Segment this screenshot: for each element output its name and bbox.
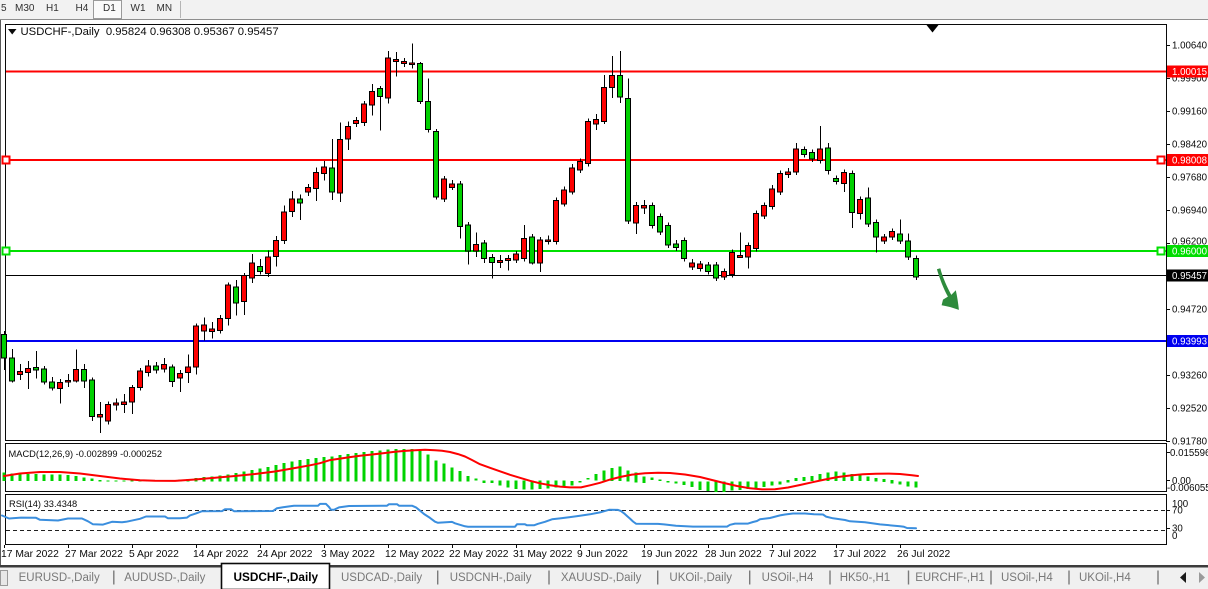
svg-text:12 May 2022: 12 May 2022: [385, 549, 445, 560]
svg-text:3 May 2022: 3 May 2022: [321, 549, 375, 560]
svg-text:UKOil-,Daily: UKOil-,Daily: [669, 572, 732, 584]
svg-text:0.97680: 0.97680: [1172, 173, 1208, 184]
svg-text:70: 70: [1172, 506, 1183, 517]
svg-text:USOil-,H4: USOil-,H4: [1001, 572, 1053, 584]
svg-text:USDCHF-,Daily 0.95824 0.96308: USDCHF-,Daily 0.95824 0.96308 0.95367 0.…: [21, 26, 279, 38]
svg-text:USDCAD-,Daily: USDCAD-,Daily: [341, 572, 422, 584]
svg-text:AUDUSD-,Daily: AUDUSD-,Daily: [124, 572, 205, 584]
svg-text:14 Apr 2022: 14 Apr 2022: [193, 549, 249, 560]
svg-text:0.99900: 0.99900: [1172, 74, 1208, 85]
svg-text:USDCHF-,Daily: USDCHF-,Daily: [234, 570, 319, 584]
svg-text:RSI(14) 33.4348: RSI(14) 33.4348: [9, 499, 77, 509]
svg-text:100: 100: [1172, 499, 1189, 510]
svg-text:17 Jul 2022: 17 Jul 2022: [833, 549, 887, 560]
svg-text:UKOil-,H4: UKOil-,H4: [1079, 572, 1131, 584]
svg-text:30: 30: [1172, 524, 1183, 535]
svg-text:0.93260: 0.93260: [1172, 371, 1208, 382]
svg-text:31 May 2022: 31 May 2022: [513, 549, 573, 560]
svg-text:7 Jul 2022: 7 Jul 2022: [769, 549, 817, 560]
svg-text:1.00015: 1.00015: [1172, 67, 1207, 78]
svg-text:1.00640: 1.00640: [1172, 41, 1208, 52]
svg-text:D1: D1: [103, 3, 116, 14]
svg-text:5: 5: [1, 3, 7, 14]
svg-text:0.96200: 0.96200: [1172, 237, 1208, 248]
svg-text:0.99160: 0.99160: [1172, 107, 1208, 118]
svg-text:9 Jun 2022: 9 Jun 2022: [577, 549, 628, 560]
svg-text:28 Jun 2022: 28 Jun 2022: [705, 549, 762, 560]
svg-text:5 Apr 2022: 5 Apr 2022: [129, 549, 179, 560]
svg-text:EURCHF-,H1: EURCHF-,H1: [915, 572, 985, 584]
svg-text:27 Mar 2022: 27 Mar 2022: [65, 549, 123, 560]
svg-text:0.98420: 0.98420: [1172, 140, 1208, 151]
svg-text:XAUUSD-,Daily: XAUUSD-,Daily: [561, 572, 642, 584]
svg-text:0.96940: 0.96940: [1172, 206, 1208, 217]
svg-text:26 Jul 2022: 26 Jul 2022: [897, 549, 951, 560]
svg-text:0.91780: 0.91780: [1172, 437, 1208, 448]
svg-text:22 May 2022: 22 May 2022: [449, 549, 509, 560]
svg-text:0.93993: 0.93993: [1172, 337, 1207, 348]
svg-text:H4: H4: [76, 3, 89, 14]
svg-text:24 Apr 2022: 24 Apr 2022: [257, 549, 313, 560]
svg-text:17 Mar 2022: 17 Mar 2022: [1, 549, 59, 560]
svg-text:0.92520: 0.92520: [1172, 404, 1208, 415]
svg-text:0.94720: 0.94720: [1172, 305, 1208, 316]
svg-text:USDCNH-,Daily: USDCNH-,Daily: [450, 572, 532, 584]
svg-text:MN: MN: [157, 3, 173, 14]
svg-text:0.96000: 0.96000: [1172, 247, 1208, 258]
svg-text:0.95457: 0.95457: [1172, 271, 1207, 282]
svg-text:0.00: 0.00: [1172, 476, 1191, 487]
svg-text:H1: H1: [46, 3, 59, 14]
svg-text:EURUSD-,Daily: EURUSD-,Daily: [19, 572, 100, 584]
svg-text:0: 0: [1172, 531, 1178, 542]
svg-text:MACD(12,26,9) -0.002899 -0.000: MACD(12,26,9) -0.002899 -0.000252: [9, 449, 163, 459]
svg-text:19 Jun 2022: 19 Jun 2022: [641, 549, 698, 560]
svg-text:HK50-,H1: HK50-,H1: [840, 572, 891, 584]
svg-text:-0.006055: -0.006055: [1167, 483, 1208, 494]
svg-text:USOil-,H4: USOil-,H4: [762, 572, 814, 584]
svg-text:0.98008: 0.98008: [1172, 156, 1207, 167]
svg-text:0.015596: 0.015596: [1170, 448, 1208, 459]
svg-text:W1: W1: [131, 3, 146, 14]
svg-text:M30: M30: [15, 3, 35, 14]
